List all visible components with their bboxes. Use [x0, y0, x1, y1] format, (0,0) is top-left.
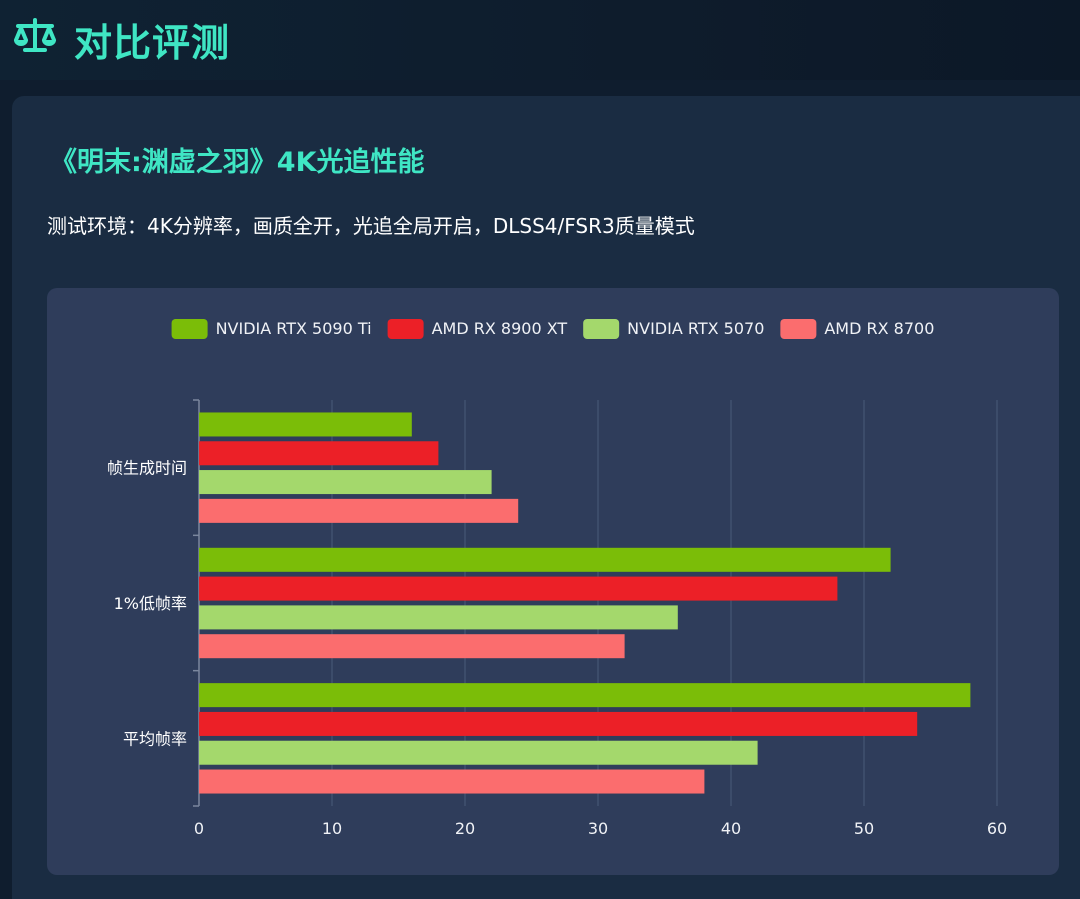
- test-environment-text: 测试环境：4K分辨率，画质全开，光追全局开启，DLSS4/FSR3质量模式: [47, 214, 695, 238]
- x-tick-label: 10: [322, 819, 342, 838]
- legend-label[interactable]: NVIDIA RTX 5090 Ti: [216, 319, 372, 338]
- legend-swatch[interactable]: [171, 319, 208, 339]
- category-label: 帧生成时间: [107, 459, 187, 478]
- bar: [199, 547, 891, 572]
- header-bar: 对比评测: [0, 0, 1080, 80]
- x-tick-label: 0: [194, 819, 204, 838]
- chart-container: 帧生成时间 1%低帧率平均帧率 0 10 20 30 40 50 60 NVIDIA RTX 50…: [47, 288, 1059, 875]
- bar: [199, 412, 412, 437]
- legend-swatch[interactable]: [780, 319, 817, 339]
- bar: [199, 441, 439, 466]
- balance-scale-icon: [14, 18, 56, 52]
- legend-label[interactable]: AMD RX 8900 XT: [432, 319, 568, 338]
- legend-label[interactable]: AMD RX 8700: [824, 319, 934, 338]
- bar: [199, 634, 625, 659]
- bar: [199, 769, 705, 794]
- category-label: 1%低帧率: [114, 594, 187, 613]
- x-tick-label: 40: [721, 819, 741, 838]
- bar: [199, 605, 678, 630]
- category-label: 平均帧率: [123, 729, 187, 748]
- legend-swatch[interactable]: [387, 319, 424, 339]
- x-tick-label: 30: [588, 819, 608, 838]
- x-tick-label: 50: [854, 819, 874, 838]
- legend-label[interactable]: NVIDIA RTX 5070: [627, 319, 764, 338]
- chart-section-title: 《明末:渊虚之羽》4K光追性能: [50, 147, 425, 178]
- bar: [199, 470, 492, 495]
- bar: [199, 576, 838, 601]
- bar: [199, 498, 519, 523]
- legend-swatch[interactable]: [583, 319, 620, 339]
- x-tick-label: 60: [987, 819, 1007, 838]
- bar: [199, 711, 918, 736]
- page-title: 对比评测: [74, 21, 231, 65]
- x-tick-label: 20: [455, 819, 475, 838]
- bar: [199, 683, 971, 708]
- bar: [199, 740, 758, 765]
